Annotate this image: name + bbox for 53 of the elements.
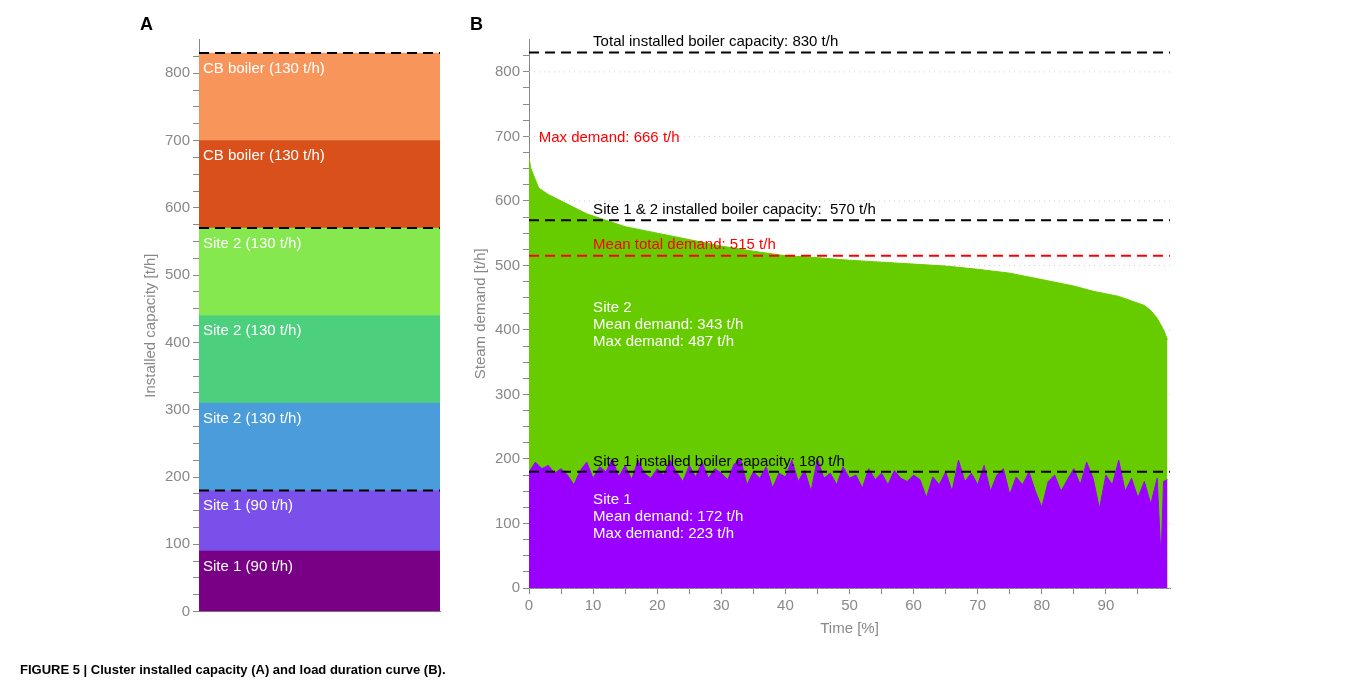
y-tick-label: 500 bbox=[165, 265, 191, 283]
annotation: Site 2 Mean demand: 343 t/h Max demand: 487 t/h bbox=[593, 298, 744, 350]
ref-line-label: Total installed boiler capacity: 830 t/h bbox=[593, 32, 839, 50]
y-axis-title: Installed capacity [t/h] bbox=[141, 253, 159, 398]
x-tick-label: 0 bbox=[524, 596, 534, 614]
y-tick-label: 300 bbox=[495, 384, 521, 402]
x-tick-label: 60 bbox=[905, 596, 922, 614]
x-tick-label: 80 bbox=[1033, 596, 1051, 614]
bar bbox=[199, 315, 440, 404]
y-tick-label: 0 bbox=[511, 578, 521, 596]
y-tick-label: 200 bbox=[165, 467, 191, 485]
y-tick-label: 100 bbox=[165, 534, 191, 552]
ref-line-label: Mean total demand: 515 t/h bbox=[593, 235, 776, 253]
bar bbox=[199, 52, 440, 141]
y-tick-label: 800 bbox=[495, 62, 521, 79]
y-tick-label: 500 bbox=[495, 255, 521, 273]
x-tick-label: 20 bbox=[648, 596, 666, 614]
x-tick-label: 10 bbox=[584, 596, 602, 614]
y-axis-title: Steam demand [t/h] bbox=[471, 248, 489, 380]
bar bbox=[199, 227, 440, 316]
caption: FIGURE 5 | Cluster installed capacity (A) and load duration curve (B). bbox=[20, 662, 446, 677]
series-label: Site 2 (130 t/h) bbox=[203, 408, 302, 426]
bar bbox=[199, 140, 440, 229]
annotation: Max demand: 666 t/h bbox=[538, 128, 680, 146]
series-label: Site 1 (90 t/h) bbox=[203, 556, 294, 574]
y-tick-label: 800 bbox=[165, 63, 191, 81]
annotation: Site 1 Mean demand: 172 t/h Max demand: 223 t/h bbox=[593, 490, 744, 542]
y-tick-label: 200 bbox=[495, 449, 521, 467]
y-tick-label: 700 bbox=[495, 126, 521, 144]
x-axis-title: Time [%] bbox=[820, 619, 879, 637]
series-label: CB boiler (130 t/h) bbox=[203, 58, 325, 76]
y-tick-label: 100 bbox=[495, 513, 521, 531]
y-tick-label: 400 bbox=[495, 320, 521, 338]
x-tick-label: 70 bbox=[969, 596, 987, 614]
y-tick-label: 400 bbox=[165, 332, 191, 350]
y-tick-label: 600 bbox=[495, 191, 521, 209]
chart-title: A bbox=[140, 13, 153, 34]
ref-line-label: Site 1 installed boiler capacity: 180 t/h bbox=[593, 451, 845, 469]
x-tick-label: 90 bbox=[1097, 596, 1115, 614]
series-label: Site 1 (90 t/h) bbox=[203, 496, 294, 514]
y-tick-label: 600 bbox=[165, 197, 191, 215]
y-tick-label: 300 bbox=[165, 399, 191, 417]
bar bbox=[199, 402, 440, 491]
x-tick-label: 50 bbox=[841, 596, 858, 614]
series-label: CB boiler (130 t/h) bbox=[203, 146, 325, 164]
series-label: Site 2 (130 t/h) bbox=[203, 233, 302, 251]
chart-title: B bbox=[470, 13, 483, 34]
ref-line-label: Site 1 & 2 installed boiler capacity: 570 t/h bbox=[593, 199, 876, 217]
y-tick-label: 700 bbox=[165, 130, 191, 148]
bar bbox=[199, 490, 440, 552]
series-label: Site 2 (130 t/h) bbox=[203, 321, 302, 339]
x-tick-label: 40 bbox=[777, 596, 794, 614]
x-tick-label: 30 bbox=[712, 596, 730, 614]
